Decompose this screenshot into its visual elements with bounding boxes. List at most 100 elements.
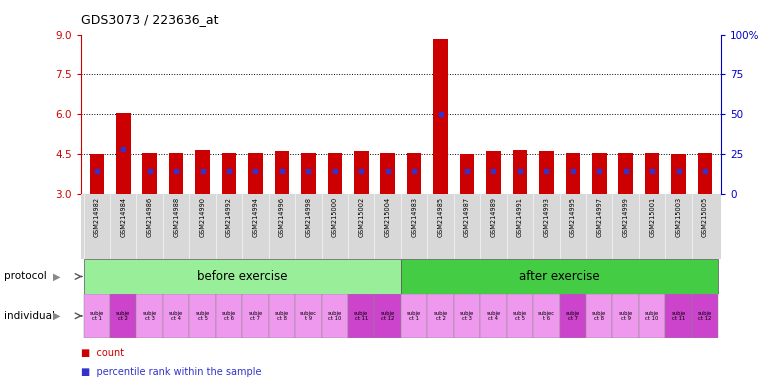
Text: GSM215003: GSM215003 xyxy=(675,197,682,237)
Text: GSM214989: GSM214989 xyxy=(490,197,497,237)
Text: subje
ct 8: subje ct 8 xyxy=(592,311,606,321)
Text: GSM214990: GSM214990 xyxy=(200,197,206,237)
Text: subje
ct 11: subje ct 11 xyxy=(354,311,369,321)
Text: subje
ct 11: subje ct 11 xyxy=(672,311,685,321)
Bar xyxy=(348,294,375,338)
Bar xyxy=(433,38,448,194)
Bar xyxy=(169,153,183,194)
Bar xyxy=(110,294,136,338)
Bar xyxy=(533,294,560,338)
Bar xyxy=(586,294,612,338)
Text: subje
ct 2: subje ct 2 xyxy=(433,311,448,321)
Text: subje
ct 7: subje ct 7 xyxy=(566,311,580,321)
Text: GSM215001: GSM215001 xyxy=(649,197,655,237)
Text: subje
ct 6: subje ct 6 xyxy=(222,311,236,321)
Text: subjec
t 6: subjec t 6 xyxy=(538,311,555,321)
Text: subje
ct 1: subje ct 1 xyxy=(407,311,421,321)
Text: GSM214997: GSM214997 xyxy=(596,197,602,237)
Text: GSM214986: GSM214986 xyxy=(146,197,153,237)
Bar xyxy=(460,154,474,194)
Bar xyxy=(216,294,242,338)
Bar xyxy=(274,151,289,194)
Text: ■  percentile rank within the sample: ■ percentile rank within the sample xyxy=(81,367,261,377)
Text: GSM214991: GSM214991 xyxy=(517,197,523,237)
Text: GSM214994: GSM214994 xyxy=(252,197,258,237)
Bar xyxy=(672,154,686,194)
Text: subje
ct 12: subje ct 12 xyxy=(381,311,395,321)
Bar xyxy=(143,153,157,194)
Text: GSM214985: GSM214985 xyxy=(438,197,443,237)
Bar xyxy=(380,153,395,194)
Text: subje
ct 1: subje ct 1 xyxy=(89,311,104,321)
Text: subje
ct 7: subje ct 7 xyxy=(248,311,263,321)
Text: subje
ct 3: subje ct 3 xyxy=(143,311,157,321)
Text: ■  count: ■ count xyxy=(81,348,124,358)
Bar xyxy=(295,294,322,338)
Text: individual: individual xyxy=(4,311,55,321)
Bar xyxy=(248,153,263,194)
Bar xyxy=(566,153,580,194)
Text: subje
ct 12: subje ct 12 xyxy=(698,311,712,321)
Text: GSM214999: GSM214999 xyxy=(623,197,628,237)
Text: GSM215002: GSM215002 xyxy=(359,197,364,237)
Bar xyxy=(539,151,554,194)
Bar xyxy=(513,150,527,194)
Text: GSM214998: GSM214998 xyxy=(305,197,311,237)
Bar xyxy=(427,294,454,338)
Text: GSM215005: GSM215005 xyxy=(702,197,708,237)
Bar xyxy=(592,153,607,194)
Bar xyxy=(639,294,665,338)
Text: GSM214988: GSM214988 xyxy=(173,197,179,237)
Text: after exercise: after exercise xyxy=(519,270,600,283)
Bar xyxy=(454,294,480,338)
Text: subje
ct 10: subje ct 10 xyxy=(328,311,342,321)
Bar xyxy=(242,294,269,338)
Bar xyxy=(222,153,236,194)
Text: GDS3073 / 223636_at: GDS3073 / 223636_at xyxy=(81,13,218,26)
Text: GSM214982: GSM214982 xyxy=(94,197,99,237)
Bar xyxy=(83,294,110,338)
Text: GSM214995: GSM214995 xyxy=(570,197,576,237)
Bar xyxy=(163,294,190,338)
Bar xyxy=(401,259,719,294)
Bar xyxy=(407,153,422,194)
Text: GSM214983: GSM214983 xyxy=(411,197,417,237)
Bar xyxy=(116,113,130,194)
Text: ▶: ▶ xyxy=(53,271,61,281)
Text: subje
ct 5: subje ct 5 xyxy=(513,311,527,321)
Bar xyxy=(692,294,719,338)
Text: subje
ct 10: subje ct 10 xyxy=(645,311,659,321)
Text: ▶: ▶ xyxy=(53,311,61,321)
Text: GSM215004: GSM215004 xyxy=(385,197,391,237)
Bar xyxy=(487,151,500,194)
Text: subje
ct 9: subje ct 9 xyxy=(618,311,633,321)
Text: GSM215000: GSM215000 xyxy=(332,197,338,237)
Text: subje
ct 4: subje ct 4 xyxy=(487,311,500,321)
Bar xyxy=(480,294,507,338)
Text: protocol: protocol xyxy=(4,271,46,281)
Bar xyxy=(354,151,369,194)
Bar xyxy=(560,294,586,338)
Text: subje
ct 3: subje ct 3 xyxy=(460,311,474,321)
Bar xyxy=(698,153,712,194)
Bar xyxy=(328,153,342,194)
Bar xyxy=(618,153,633,194)
Bar xyxy=(269,294,295,338)
Text: subjec
t 9: subjec t 9 xyxy=(300,311,317,321)
Text: subje
ct 4: subje ct 4 xyxy=(169,311,183,321)
Bar xyxy=(507,294,533,338)
Bar xyxy=(136,294,163,338)
Bar xyxy=(83,259,401,294)
Text: subje
ct 5: subje ct 5 xyxy=(196,311,210,321)
Text: GSM214987: GSM214987 xyxy=(464,197,470,237)
Text: GSM214996: GSM214996 xyxy=(279,197,285,237)
Bar xyxy=(322,294,348,338)
Text: GSM214992: GSM214992 xyxy=(226,197,232,237)
Bar xyxy=(190,294,216,338)
Bar xyxy=(301,153,315,194)
Text: GSM214993: GSM214993 xyxy=(544,197,550,237)
Bar xyxy=(401,294,427,338)
Bar xyxy=(645,153,659,194)
Text: subje
ct 2: subje ct 2 xyxy=(116,311,130,321)
Bar xyxy=(665,294,692,338)
